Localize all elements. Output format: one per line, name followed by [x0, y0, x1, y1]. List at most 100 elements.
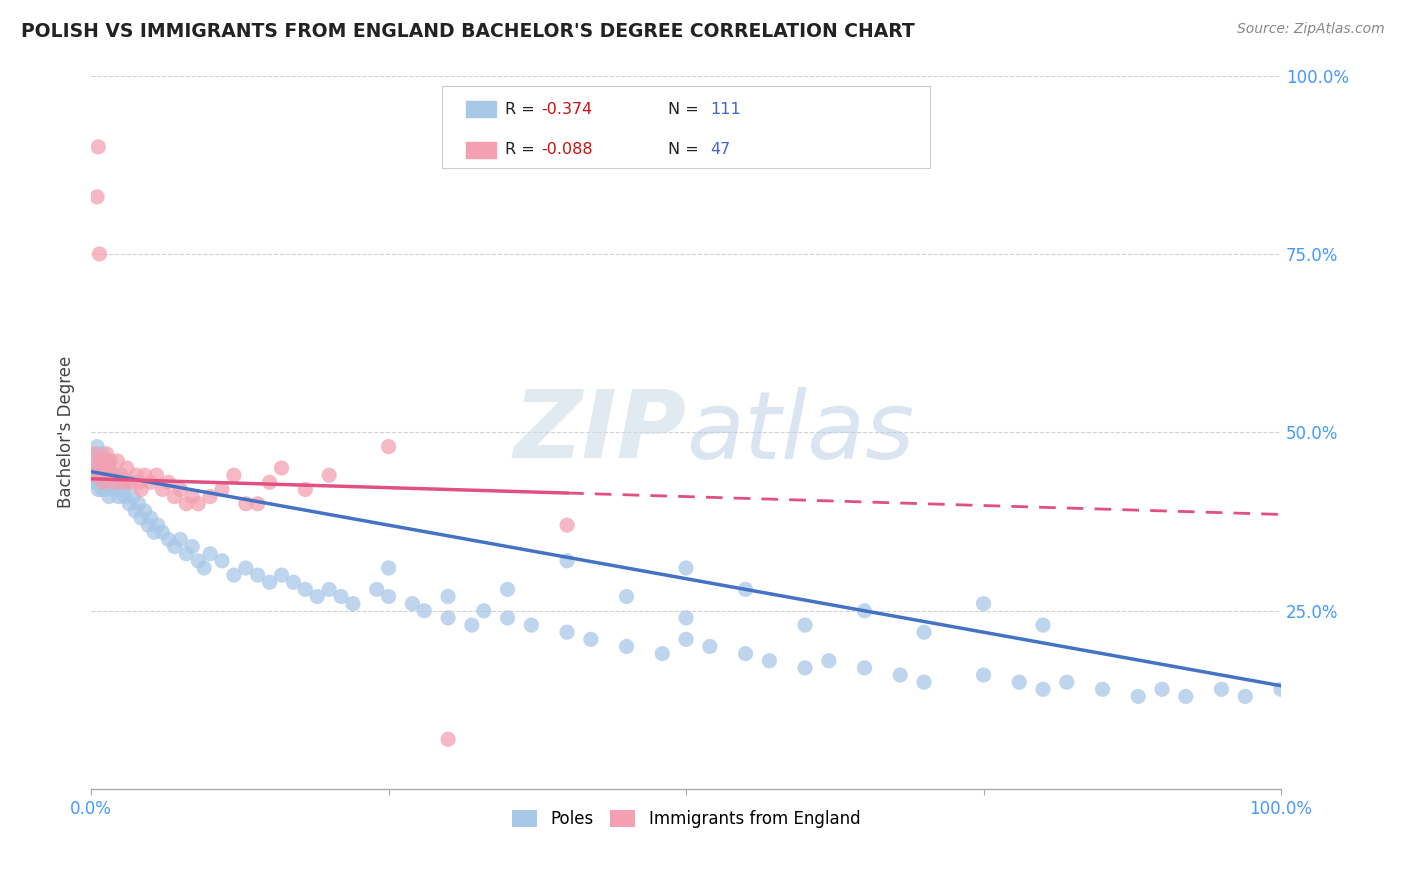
Point: [110, 468, 132, 483]
Point: [152, 483, 174, 497]
Text: N =: N =: [668, 142, 704, 157]
Point: [98, 461, 121, 475]
Point: [283, 575, 305, 590]
Point: [889, 668, 911, 682]
Point: [115, 475, 138, 490]
Point: [198, 547, 221, 561]
FancyBboxPatch shape: [441, 87, 929, 169]
Point: [98, 490, 121, 504]
Point: [97, 468, 120, 483]
Text: 47: 47: [710, 142, 730, 157]
Point: [437, 732, 460, 747]
Point: [330, 590, 353, 604]
Point: [472, 604, 495, 618]
Point: [1091, 682, 1114, 697]
Point: [342, 597, 364, 611]
Point: [125, 468, 148, 483]
Point: [377, 440, 399, 454]
Point: [169, 533, 191, 547]
Point: [128, 475, 150, 490]
Point: [97, 468, 120, 483]
Point: [134, 468, 156, 483]
Point: [1150, 682, 1173, 697]
Point: [699, 640, 721, 654]
Point: [198, 490, 221, 504]
Point: [211, 483, 233, 497]
Point: [145, 468, 167, 483]
Point: [86, 475, 108, 490]
Point: [91, 461, 114, 475]
Point: [1056, 675, 1078, 690]
Point: [193, 561, 215, 575]
Point: [1032, 618, 1054, 632]
Point: [105, 454, 128, 468]
Point: [90, 468, 112, 483]
Point: [259, 475, 281, 490]
Point: [157, 475, 180, 490]
Point: [555, 625, 578, 640]
Point: [83, 468, 105, 483]
Point: [98, 454, 121, 468]
Point: [794, 618, 817, 632]
Point: [129, 483, 152, 497]
Point: [187, 554, 209, 568]
Point: [651, 647, 673, 661]
Point: [187, 497, 209, 511]
Point: [294, 582, 316, 597]
Point: [90, 483, 112, 497]
Point: [84, 461, 107, 475]
Point: [169, 483, 191, 497]
Point: [100, 468, 122, 483]
Point: [107, 490, 129, 504]
Point: [555, 518, 578, 533]
Text: Source: ZipAtlas.com: Source: ZipAtlas.com: [1237, 22, 1385, 37]
Point: [176, 547, 198, 561]
Bar: [465, 142, 496, 158]
Point: [157, 533, 180, 547]
Point: [90, 475, 112, 490]
Point: [246, 568, 269, 582]
Point: [181, 540, 204, 554]
Point: [377, 590, 399, 604]
Point: [1234, 690, 1257, 704]
Point: [83, 447, 105, 461]
Point: [163, 490, 186, 504]
Point: [121, 490, 143, 504]
Point: [124, 504, 146, 518]
Text: -0.088: -0.088: [541, 142, 592, 157]
Point: [176, 497, 198, 511]
Text: 111: 111: [710, 102, 741, 117]
Point: [675, 611, 697, 625]
Point: [912, 675, 935, 690]
Point: [84, 468, 107, 483]
Point: [222, 468, 245, 483]
Legend: Poles, Immigrants from England: Poles, Immigrants from England: [505, 803, 868, 834]
Point: [120, 475, 142, 490]
Point: [90, 454, 112, 468]
Point: [110, 468, 132, 483]
Point: [307, 590, 329, 604]
Point: [87, 483, 110, 497]
Point: [96, 461, 118, 475]
Point: [853, 661, 876, 675]
Point: [413, 604, 436, 618]
Point: [270, 461, 292, 475]
Point: [83, 475, 105, 490]
Point: [496, 611, 519, 625]
Point: [89, 468, 111, 483]
Text: ZIP: ZIP: [513, 386, 686, 478]
Point: [294, 483, 316, 497]
Point: [91, 475, 114, 490]
Point: [270, 568, 292, 582]
Point: [101, 483, 124, 497]
Point: [96, 447, 118, 461]
Point: [377, 561, 399, 575]
Point: [973, 597, 995, 611]
Point: [94, 454, 117, 468]
Point: [734, 582, 756, 597]
Point: [211, 554, 233, 568]
Point: [152, 525, 174, 540]
Point: [143, 525, 166, 540]
Point: [87, 447, 110, 461]
Point: [675, 632, 697, 647]
